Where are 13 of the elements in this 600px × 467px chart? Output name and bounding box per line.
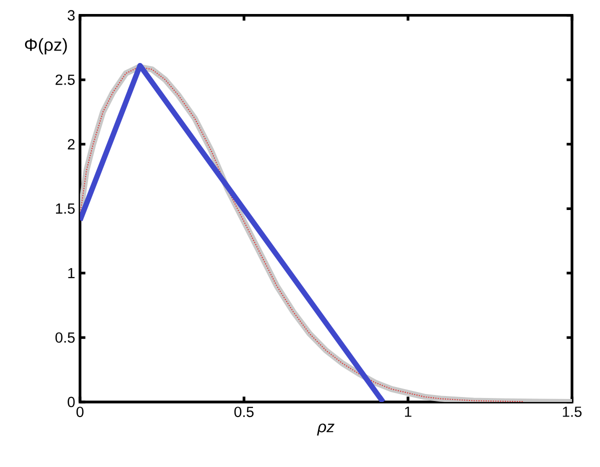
y-tick-label: 0.5 (55, 332, 75, 343)
y-tick-label: 1.5 (56, 204, 75, 214)
x-tick-label: 0 (76, 406, 84, 418)
x-tick-label: 0.5 (234, 406, 254, 418)
y-tick-label: 3 (68, 10, 75, 21)
y-tick-label: 0 (68, 396, 75, 408)
y-tick-label: 2.5 (56, 74, 75, 85)
x-tick-label: 1.5 (562, 406, 582, 417)
x-tick-label: 1 (405, 406, 412, 417)
x-axis-title: ρz (317, 424, 334, 436)
y-axis-title: Φ(ρz) (25, 38, 67, 54)
y-tick-label: 1 (68, 268, 75, 278)
y-tick-label: 2 (68, 139, 75, 150)
